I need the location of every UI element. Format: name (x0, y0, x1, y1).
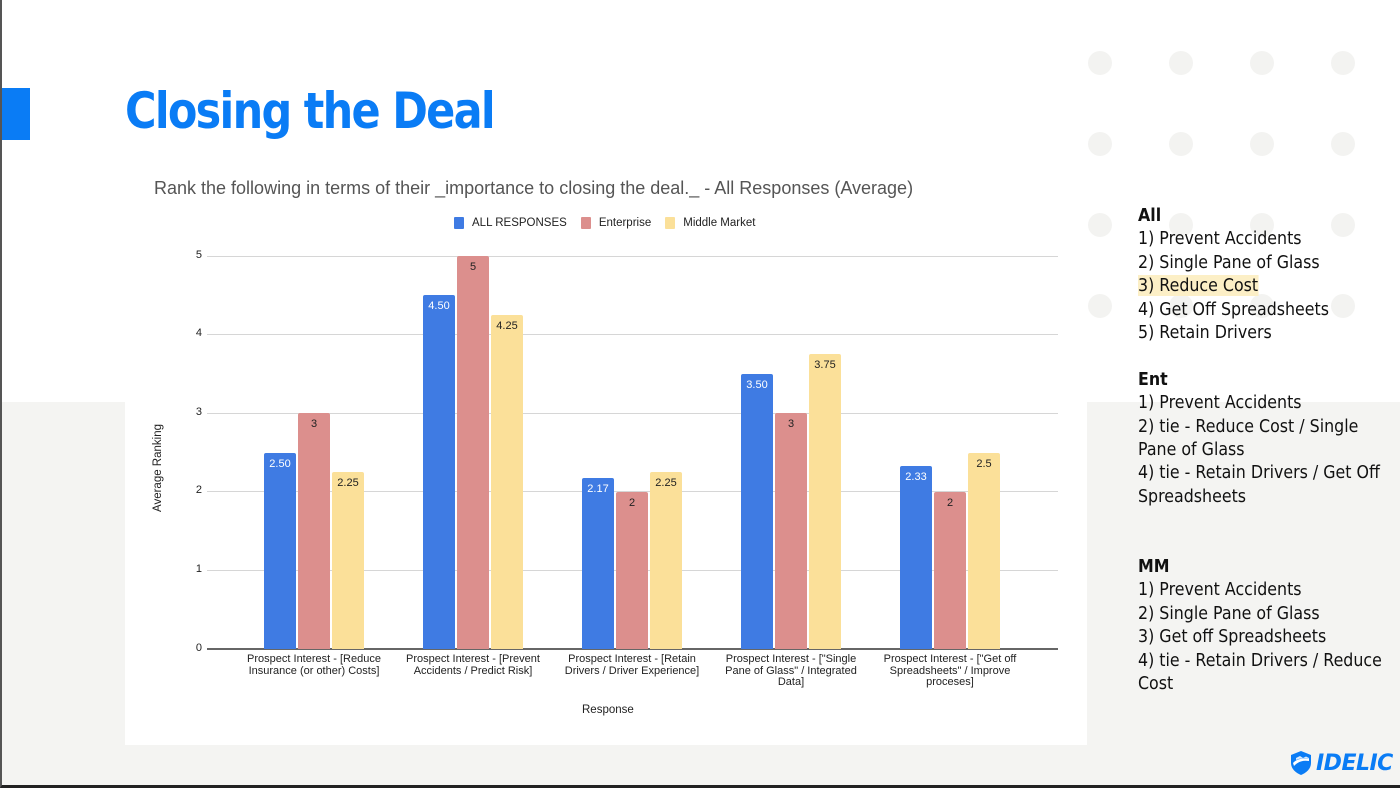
notes-section-title-mm: MM (1138, 556, 1170, 578)
bar: 4.50 (423, 295, 455, 649)
bar-value-label: 4.50 (428, 300, 450, 313)
x-category-label: Prospect Interest - [Prevent Accidents / … (406, 653, 540, 677)
y-tick: 1 (195, 563, 202, 575)
notes-section-title-all: All (1138, 205, 1162, 226)
x-category-label: Prospect Interest - ["Single Pane of Glas… (725, 653, 857, 688)
slide-title: Closing the Deal (125, 82, 496, 140)
legend-swatch-blue (454, 217, 464, 229)
gridline-5 (207, 256, 1058, 257)
notes-item: 4) tie - Retain Drivers / Reduce (1138, 649, 1382, 671)
notes-item: 4) tie - Retain Drivers / Get Off (1138, 462, 1380, 484)
bar-value-label: 3.75 (814, 359, 836, 372)
chart-title: Rank the following in terms of their _im… (154, 178, 914, 198)
y-tick: 0 (195, 642, 202, 654)
bar: 2.17 (582, 478, 614, 649)
x-category-label: Prospect Interest - [Reduce Insurance (or… (247, 653, 381, 677)
bar-value-label: 2.17 (587, 483, 609, 496)
notes-item: 1) Prevent Accidents (1138, 392, 1302, 414)
notes-item: Cost (1138, 673, 1174, 695)
bar: 2 (934, 491, 966, 649)
legend-label: ALL RESPONSES (472, 217, 567, 229)
bar: 4.25 (491, 314, 523, 649)
y-tick: 5 (195, 249, 202, 261)
bar: 2.25 (650, 472, 682, 649)
bar: 3 (298, 413, 330, 649)
bar: 5 (457, 256, 489, 649)
chart-legend: ALL RESPONSES Enterprise Middle Market (454, 217, 769, 229)
notes-item-highlighted: 3) Reduce Cost (1138, 275, 1259, 297)
bar-value-label: 2.33 (905, 470, 927, 483)
notes-item: 2) tie - Reduce Cost / Single (1138, 415, 1359, 437)
x-axis-label: Response (582, 704, 634, 716)
notes-item: 3) Get off Spreadsheets (1138, 626, 1327, 648)
legend-item-middle-market: Middle Market (665, 217, 755, 229)
y-tick: 2 (195, 484, 202, 496)
bar: 2 (616, 491, 648, 649)
legend-label: Middle Market (683, 217, 756, 229)
bar: 2.50 (264, 452, 296, 649)
bar: 2.33 (900, 465, 932, 649)
bar-value-label: 2 (946, 496, 954, 509)
y-tick: 3 (195, 406, 202, 418)
y-axis-label: Average Ranking (152, 424, 164, 513)
notes-item: 5) Retain Drivers (1138, 322, 1272, 344)
bar: 3.75 (809, 354, 841, 649)
notes-item: 1) Prevent Accidents (1138, 579, 1302, 601)
gridline-3 (207, 413, 1058, 414)
notes-section-title-ent: Ent (1138, 368, 1168, 390)
legend-item-enterprise: Enterprise (580, 217, 652, 229)
notes-item: 2) Single Pane of Glass (1138, 602, 1320, 624)
idelic-logo: IDELIC (1290, 750, 1393, 776)
legend-swatch-red (580, 217, 591, 229)
bar: 2.25 (332, 472, 364, 649)
bar-value-label: 4.25 (496, 319, 518, 332)
bar-value-label: 3 (310, 418, 318, 431)
y-tick: 4 (195, 327, 202, 339)
shield-road-icon (1291, 751, 1311, 775)
legend-label: Enterprise (598, 217, 652, 229)
gridline-4 (207, 334, 1058, 335)
logo-text: IDELIC (1316, 750, 1393, 776)
notes-item: Pane of Glass (1138, 439, 1245, 461)
bar-value-label: 2.25 (655, 477, 677, 490)
notes-item: 2) Single Pane of Glass (1138, 251, 1320, 273)
bar-value-label: 5 (469, 261, 477, 273)
ranking-notes: All 1) Prevent Accidents 2) Single Pane … (1138, 204, 1393, 696)
x-axis-baseline (207, 648, 1058, 650)
title-accent-bar (2, 88, 30, 140)
bar: 2.5 (968, 452, 1000, 649)
bar: 3.50 (741, 373, 773, 649)
bar-value-label: 3 (787, 418, 795, 431)
x-category-label: Prospect Interest - ["Get off Spreadsheet… (883, 653, 1017, 688)
bar-value-label: 3.50 (746, 378, 768, 391)
bar-value-label: 2 (628, 496, 636, 509)
gridline-2 (207, 491, 1058, 492)
x-category-label: Prospect Interest - [Retain Drivers / Dri… (564, 653, 700, 677)
bar-value-label: 2.50 (269, 457, 291, 470)
bar: 3 (775, 413, 807, 649)
legend-swatch-yellow (665, 217, 676, 229)
legend-item-all-responses: ALL RESPONSES (454, 217, 567, 229)
notes-item: 1) Prevent Accidents (1138, 228, 1302, 250)
bar-value-label: 2.25 (337, 477, 359, 490)
notes-item: Spreadsheets (1138, 485, 1247, 507)
notes-item: 4) Get Off Spreadsheets (1138, 298, 1330, 320)
bar-value-label: 2.5 (976, 457, 992, 470)
